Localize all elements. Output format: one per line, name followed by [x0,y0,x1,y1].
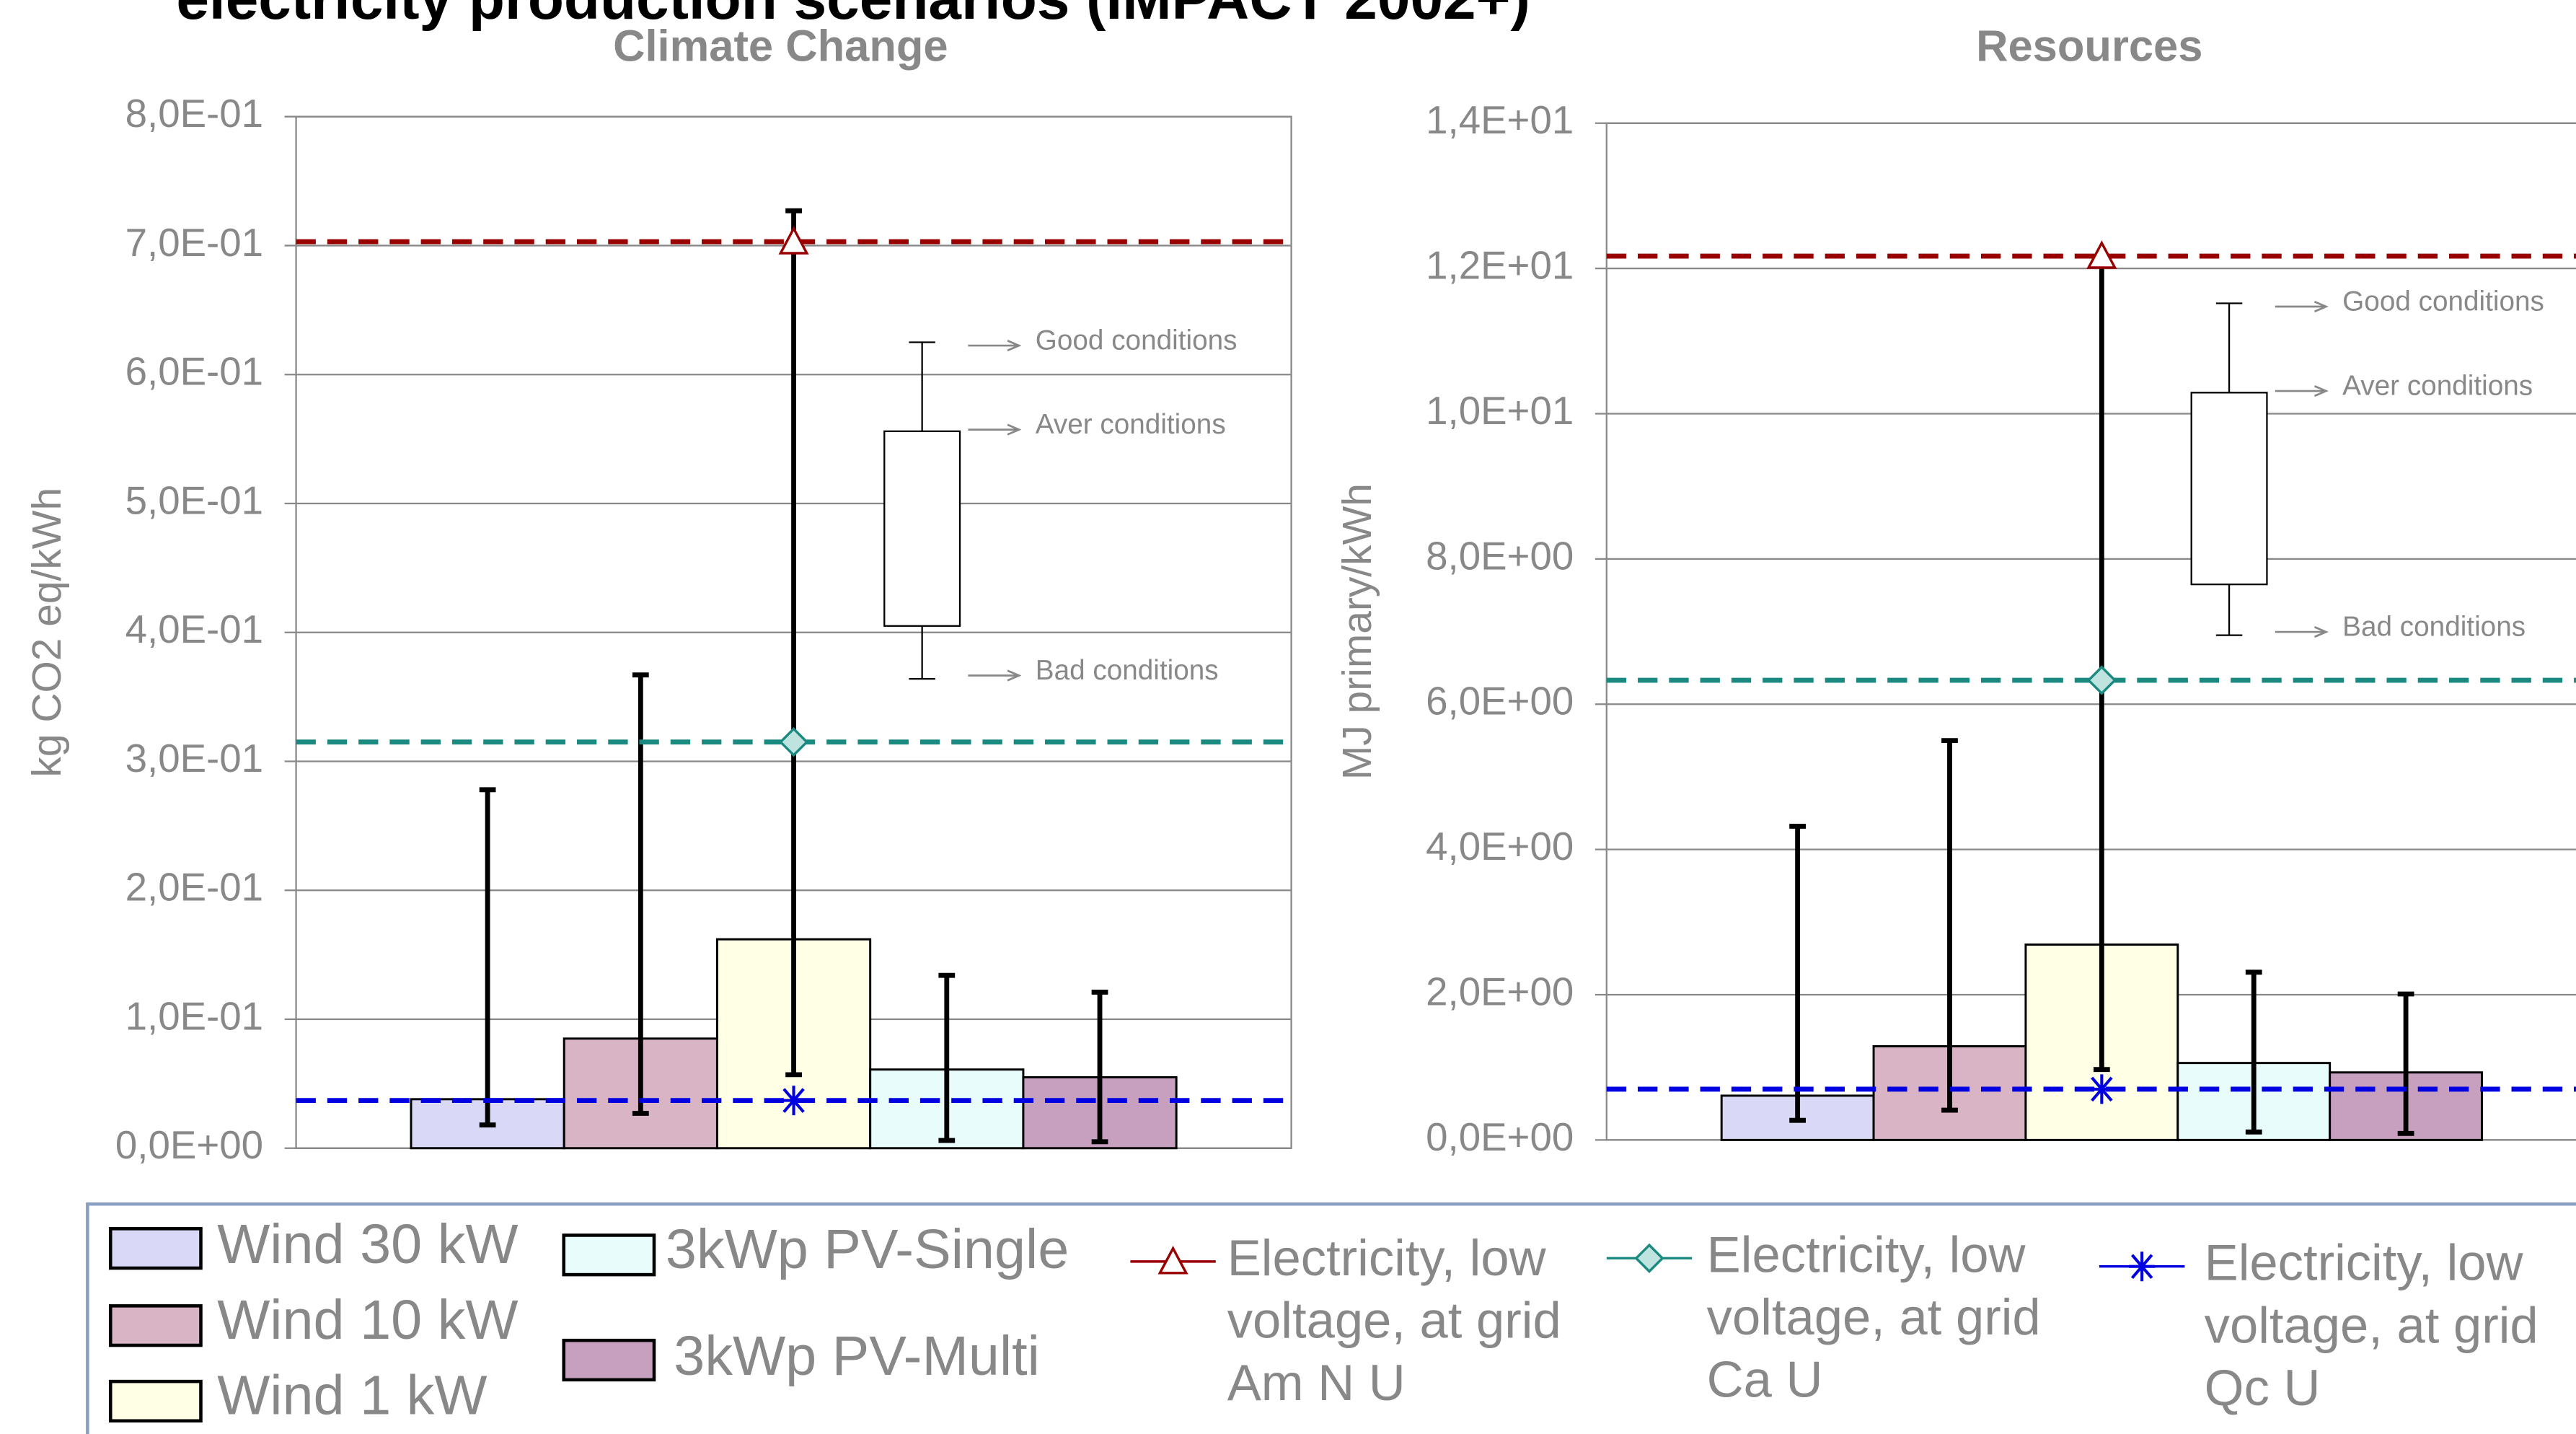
error-bar [1941,738,1958,1113]
marker-diamond [2086,665,2117,695]
y-tick-label: 3,0E-01 [125,736,263,780]
y-axis-label: kg CO2 eq/kWh [24,488,70,778]
error-bar [2397,991,2414,1136]
marker-triangle [1157,1246,1188,1275]
legend-label: Electricity, low voltage, at grid Am N U [1227,1229,1576,1411]
y-tick-label: 5,0E-01 [125,478,263,522]
y-tick-label: 1,4E+01 [1426,98,1574,142]
marker-triangle [2086,240,2117,269]
y-tick-label: 6,0E-01 [125,350,263,394]
annotation-arrow [2275,300,2329,313]
y-axis-label: MJ primary/kWh [1334,483,1380,780]
annotation-label: Good conditions [1036,325,1238,356]
legend-label: 3kWp PV-Single [666,1218,1069,1280]
error-bar [1789,824,1807,1123]
error-bar [632,672,649,1116]
legend-label: Wind 1 kW [217,1365,487,1427]
marker-asterisk [2128,1252,2156,1282]
annotation-arrow [968,669,1022,682]
error-bar [2245,969,2262,1135]
legend-box [86,1202,2576,1434]
legend-label: Electricity, low voltage, at grid Qc U [2205,1233,2553,1415]
y-tick-label: 8,0E+00 [1426,534,1574,578]
y-tick-label: 4,0E+00 [1426,824,1574,868]
error-bar [479,787,496,1128]
error-bar [1091,990,1108,1145]
legend-swatch [108,1304,203,1347]
marker-diamond [778,727,809,757]
chart-title: Climate Change [613,22,948,71]
y-tick-label: 0,0E+00 [115,1123,263,1167]
y-tick-label: 2,0E+00 [1426,969,1574,1013]
annotation-arrow [2275,384,2329,397]
annotation-label: Bad conditions [1036,655,1219,686]
y-tick-label: 1,0E-01 [125,994,263,1038]
annotation-box [883,430,961,627]
marker-diamond [1634,1243,1664,1273]
legend-swatch [108,1379,203,1423]
y-tick-label: 2,0E-01 [125,866,263,910]
annotation-label: Aver conditions [2342,371,2533,402]
y-tick-label: 4,0E-01 [125,607,263,651]
marker-asterisk [780,1086,807,1116]
y-tick-label: 1,2E+01 [1426,244,1574,288]
annotation-arrow [968,423,1022,436]
error-bar [785,208,802,1078]
marker-asterisk [2088,1074,2115,1104]
legend-swatch [562,1233,656,1277]
y-tick-label: 8,0E-01 [125,92,263,136]
y-tick-label: 7,0E-01 [125,221,263,265]
chart-title: Resources [1976,22,2202,71]
legend-label: Wind 10 kW [217,1289,518,1351]
y-tick-label: 1,0E+01 [1426,389,1574,433]
annotation-label: Aver conditions [1036,409,1226,440]
legend-swatch [562,1338,656,1382]
annotation-arrow [968,339,1022,352]
error-bar [938,972,956,1143]
legend-swatch [108,1227,203,1270]
page-title: electricity production scenarios (IMPACT… [176,0,1530,32]
annotation-label: Bad conditions [2342,612,2526,643]
annotation-box [2190,392,2268,586]
y-tick-label: 6,0E+00 [1426,679,1574,723]
legend-label: 3kWp PV-Multi [674,1325,1040,1387]
annotation-label: Good conditions [2342,286,2544,317]
marker-triangle [778,226,809,255]
legend-label: Wind 30 kW [217,1213,518,1275]
y-tick-label: 0,0E+00 [1426,1115,1574,1159]
legend-label: Electricity, low voltage, at grid Ca U [1707,1226,2055,1407]
annotation-arrow [2275,625,2329,638]
